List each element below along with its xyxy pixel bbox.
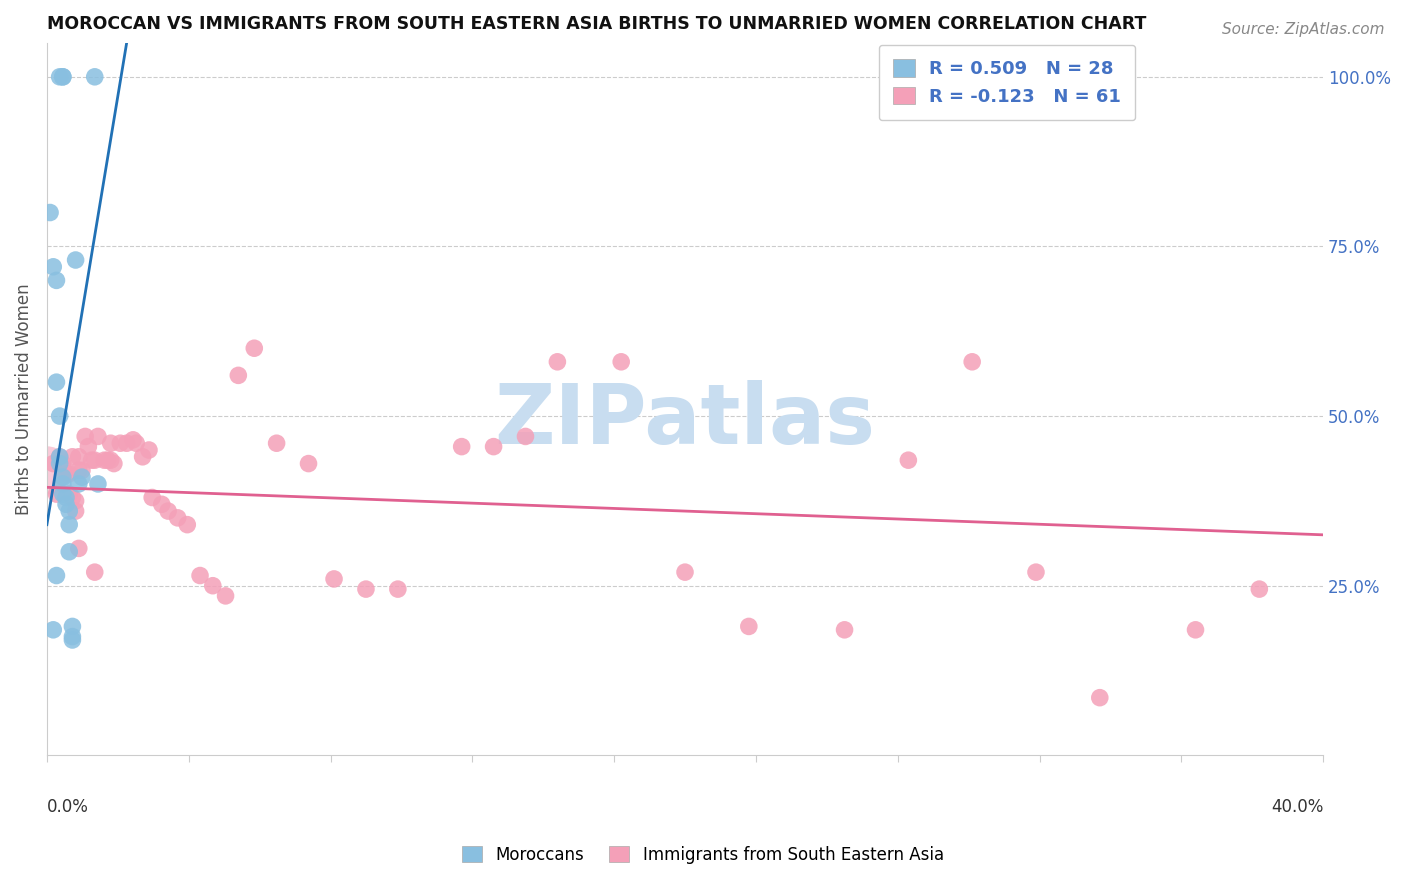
Legend: R = 0.509   N = 28, R = -0.123   N = 61: R = 0.509 N = 28, R = -0.123 N = 61 — [879, 45, 1136, 120]
Point — [62, 632, 84, 647]
Point — [297, 457, 319, 471]
Point — [176, 517, 198, 532]
Point — [39, 205, 62, 219]
Point — [546, 355, 568, 369]
Point — [166, 511, 188, 525]
Point — [87, 429, 110, 443]
Point — [65, 494, 87, 508]
Point — [48, 450, 70, 464]
Point — [62, 491, 84, 505]
Point — [387, 582, 409, 596]
Point — [77, 440, 100, 454]
Text: 0.0%: 0.0% — [46, 798, 89, 816]
Text: MOROCCAN VS IMMIGRANTS FROM SOUTH EASTERN ASIA BIRTHS TO UNMARRIED WOMEN CORRELA: MOROCCAN VS IMMIGRANTS FROM SOUTH EASTER… — [46, 15, 1146, 33]
Point — [58, 487, 80, 501]
Point — [93, 453, 115, 467]
Point — [157, 504, 180, 518]
Point — [125, 436, 148, 450]
Point — [48, 70, 70, 84]
Point — [55, 497, 77, 511]
Point — [55, 467, 77, 481]
Point — [150, 497, 173, 511]
Point — [67, 450, 90, 464]
Point — [673, 565, 696, 579]
Point — [100, 453, 122, 467]
Point — [214, 589, 236, 603]
Point — [48, 409, 70, 423]
Point — [138, 442, 160, 457]
Point — [45, 273, 67, 287]
Point — [83, 70, 105, 84]
Point — [141, 491, 163, 505]
Point — [42, 260, 65, 274]
Point — [62, 450, 84, 464]
Point — [1088, 690, 1111, 705]
Point — [48, 457, 70, 471]
Point — [58, 545, 80, 559]
Point — [515, 429, 537, 443]
Point — [52, 477, 75, 491]
Point — [83, 565, 105, 579]
Point — [58, 467, 80, 481]
Point — [228, 368, 250, 383]
Point — [110, 436, 132, 450]
Point — [266, 436, 288, 450]
Point — [115, 436, 138, 450]
Point — [80, 453, 103, 467]
Point — [62, 619, 84, 633]
Point — [42, 623, 65, 637]
Point — [62, 630, 84, 644]
Point — [58, 517, 80, 532]
Point — [100, 436, 122, 450]
Point — [738, 619, 761, 633]
Point — [67, 477, 90, 491]
Point — [52, 70, 75, 84]
Point — [35, 463, 58, 477]
Point — [48, 450, 70, 464]
Point — [52, 487, 75, 501]
Point — [450, 440, 472, 454]
Point — [65, 253, 87, 268]
Point — [45, 568, 67, 582]
Point — [67, 541, 90, 556]
Point — [70, 470, 93, 484]
Point — [52, 457, 75, 471]
Point — [122, 433, 145, 447]
Point — [1025, 565, 1047, 579]
Point — [834, 623, 856, 637]
Point — [482, 440, 505, 454]
Point — [83, 453, 105, 467]
Point — [58, 504, 80, 518]
Point — [610, 355, 633, 369]
Point — [131, 450, 153, 464]
Point — [201, 579, 224, 593]
Point — [65, 504, 87, 518]
Point — [1184, 623, 1206, 637]
Legend: Moroccans, Immigrants from South Eastern Asia: Moroccans, Immigrants from South Eastern… — [456, 839, 950, 871]
Point — [897, 453, 920, 467]
Y-axis label: Births to Unmarried Women: Births to Unmarried Women — [15, 284, 32, 515]
Point — [42, 457, 65, 471]
Text: 40.0%: 40.0% — [1271, 798, 1323, 816]
Point — [67, 463, 90, 477]
Point — [45, 375, 67, 389]
Point — [96, 453, 118, 467]
Point — [1249, 582, 1271, 596]
Point — [70, 463, 93, 477]
Point — [323, 572, 346, 586]
Point — [103, 457, 125, 471]
Point — [188, 568, 211, 582]
Point — [52, 470, 75, 484]
Point — [960, 355, 983, 369]
Text: ZIPatlas: ZIPatlas — [495, 380, 876, 461]
Point — [45, 487, 67, 501]
Point — [354, 582, 377, 596]
Point — [87, 477, 110, 491]
Text: Source: ZipAtlas.com: Source: ZipAtlas.com — [1222, 22, 1385, 37]
Point — [52, 70, 75, 84]
Point — [75, 429, 97, 443]
Point — [55, 491, 77, 505]
Point — [243, 341, 266, 355]
